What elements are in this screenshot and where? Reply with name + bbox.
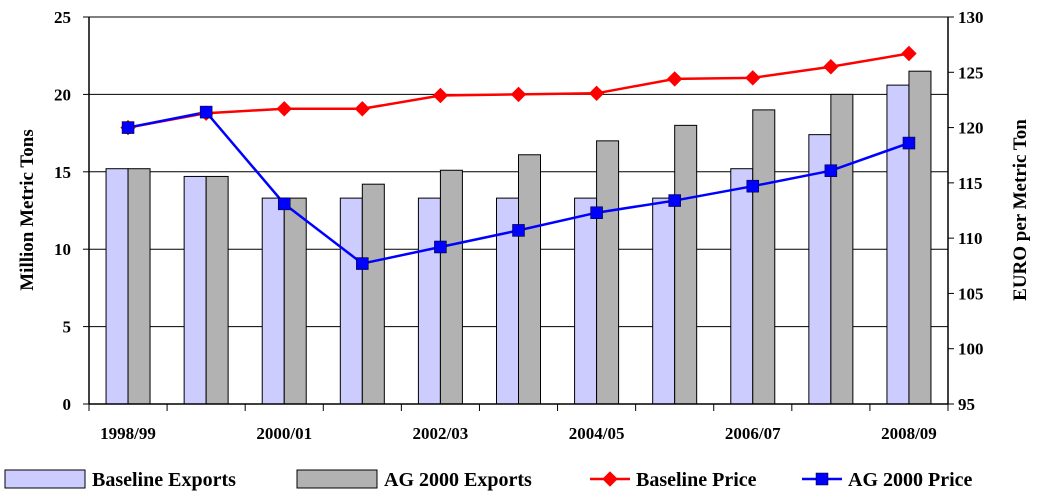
y2-tick-label: 110 (958, 229, 983, 248)
point-marker (668, 194, 681, 207)
bar (361, 183, 385, 405)
point-marker (590, 206, 603, 219)
bar (752, 109, 776, 405)
x-tick-label: 2004/05 (569, 424, 625, 443)
legend: Baseline Exports AG 2000 Exports Baseline … (4, 469, 973, 491)
bar (652, 197, 676, 405)
x-tick-label: 1998/99 (100, 424, 156, 443)
tick-labels: 0 5 10 15 20 25 95 100 105 110 115 120 125 130 1998/99… (54, 8, 984, 443)
point-marker (199, 105, 213, 119)
bar (417, 197, 441, 405)
legend-swatch (296, 469, 378, 489)
bar (596, 140, 620, 405)
x-tick-label: 2006/07 (725, 424, 781, 443)
point-marker (121, 121, 135, 134)
point-marker (824, 164, 838, 177)
y2-tick-label: 105 (958, 284, 984, 303)
bar (908, 70, 932, 405)
y2-tick-label: 100 (958, 340, 984, 359)
point-marker (746, 179, 760, 193)
bar (886, 84, 910, 405)
y-tick-label: 15 (54, 163, 71, 182)
point-marker (276, 101, 292, 117)
y-tick-label: 25 (54, 8, 71, 27)
bar (127, 168, 151, 405)
point-marker (902, 136, 916, 150)
legend-label: Baseline Price (636, 469, 757, 491)
bar (674, 124, 698, 405)
axes (83, 16, 954, 411)
y-tick-label: 10 (54, 240, 71, 259)
point-marker (901, 45, 917, 62)
bar (518, 154, 541, 405)
y2-tick-label: 115 (958, 174, 983, 193)
bar (183, 175, 207, 405)
y2-tick-label: 125 (958, 63, 984, 82)
legend-label: AG 2000 Exports (384, 469, 532, 491)
point-marker (277, 197, 291, 211)
point-marker (602, 471, 618, 487)
bar (105, 168, 129, 405)
y-tick-label: 0 (63, 395, 72, 414)
legend-label: Baseline Exports (92, 469, 236, 491)
point-marker (356, 257, 369, 270)
bar (830, 93, 854, 405)
y-tick-label: 20 (54, 85, 71, 104)
point-marker (815, 472, 829, 486)
point-marker (823, 59, 839, 75)
bar (730, 168, 754, 405)
point-marker (354, 101, 371, 117)
x-tick-label: 2002/03 (413, 424, 469, 443)
point-marker (588, 85, 605, 102)
point-marker (434, 240, 447, 254)
y2-tick-label: 130 (958, 8, 984, 27)
bar (205, 175, 229, 405)
legend-item: AG 2000 Exports (296, 469, 532, 491)
bar (261, 197, 285, 405)
point-marker (510, 86, 527, 103)
y2-axis-title: EURO per Metric Ton (1010, 119, 1031, 301)
point-marker (745, 70, 761, 86)
bar (283, 197, 307, 405)
point-marker (432, 87, 449, 104)
legend-item: Baseline Exports (4, 469, 236, 491)
y2-tick-label: 95 (958, 395, 975, 414)
x-tick-label: 2008/09 (881, 424, 937, 443)
legend-swatch (4, 469, 86, 489)
point-marker (666, 71, 683, 87)
series-lines (120, 45, 917, 270)
bar (439, 169, 463, 405)
point-marker (512, 224, 525, 237)
legend-item: AG 2000 Price (802, 469, 973, 491)
y-tick-label: 5 (63, 318, 72, 337)
x-tick-label: 2000/01 (256, 424, 312, 443)
y-axis-title: Million Metric Tons (17, 129, 38, 291)
bars (105, 70, 932, 405)
y2-tick-label: 120 (958, 119, 984, 138)
legend-item: Baseline Price (590, 469, 757, 491)
bar (574, 197, 598, 405)
bar (339, 197, 363, 405)
legend-label: AG 2000 Price (848, 469, 973, 491)
